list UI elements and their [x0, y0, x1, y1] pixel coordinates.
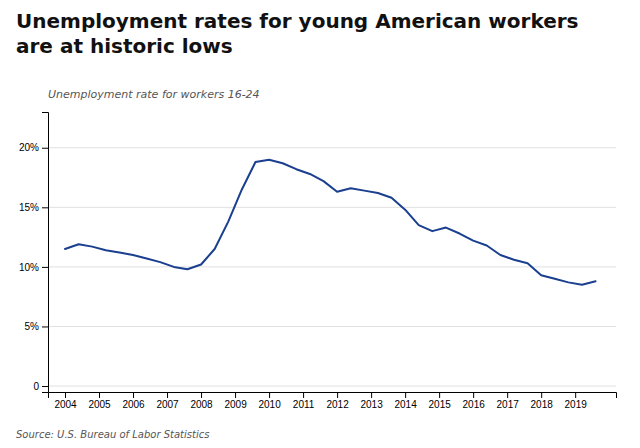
marks: [65, 160, 596, 285]
x-tick: 2015: [429, 392, 452, 410]
x-tick: 2007: [156, 392, 179, 410]
y-tick: 5%: [25, 321, 48, 332]
x-tick-label: 2007: [156, 399, 179, 410]
x-tick-mark: [541, 392, 542, 398]
x-tick-mark: [133, 392, 134, 398]
x-tick: 2008: [190, 392, 213, 410]
source: Source: U.S. Bureau of Labor Statistics: [16, 429, 209, 440]
x-tick-label: 2008: [190, 399, 213, 410]
line: [65, 160, 596, 285]
x-tick-mark: [507, 392, 508, 398]
x-tick: 2013: [360, 392, 383, 410]
x-tick-label: 2004: [54, 399, 77, 410]
title-line: Unemployment rates for young American wo…: [16, 9, 578, 33]
x-tick-label: 2018: [531, 399, 554, 410]
x-tick-label: 2016: [463, 399, 486, 410]
x-tick-label: 2009: [224, 399, 247, 410]
x-tick: 2018: [531, 392, 554, 410]
y-tick: 10%: [19, 262, 48, 273]
x-tick-label: 2019: [565, 399, 588, 410]
x-tick-mark: [337, 392, 338, 398]
title: Unemployment rates for young American wo…: [16, 9, 578, 58]
y-tick-mark: [42, 207, 48, 208]
x-tick-label: 2005: [88, 399, 111, 410]
grid: [48, 148, 616, 386]
x-tick-label: 2011: [293, 399, 315, 410]
y-axis-line: [42, 113, 49, 393]
y-axis: 0 5% 10% 15% 20%: [19, 113, 49, 393]
x-tick-mark: [167, 392, 168, 398]
x-tick-mark: [65, 392, 66, 398]
x-tick: 2017: [497, 392, 520, 410]
x-tick: 2006: [122, 392, 145, 410]
title-line: are at historic lows: [16, 34, 233, 58]
x-axis-line: [49, 393, 617, 399]
grid-line: [48, 386, 616, 387]
y-tick-mark: [42, 386, 48, 387]
x-tick-label: 2014: [395, 399, 418, 410]
x-tick: 2005: [88, 392, 111, 410]
y-tick: 0: [33, 381, 48, 392]
x-tick: 2010: [258, 392, 281, 410]
x-tick-label: 2012: [326, 399, 349, 410]
x-tick-mark: [439, 392, 440, 398]
y-tick-mark: [42, 326, 48, 327]
x-tick-mark: [473, 392, 474, 398]
x-tick-mark: [269, 392, 270, 398]
x-tick: 2014: [395, 392, 418, 410]
grid-line: [48, 326, 616, 327]
y-tick-mark: [42, 148, 48, 149]
y-tick-label: 0: [33, 381, 39, 392]
y-tick: 20%: [19, 142, 48, 153]
y-tick-label: 20%: [19, 142, 39, 153]
x-tick-mark: [303, 392, 304, 398]
grid-line: [48, 207, 616, 208]
x-tick-label: 2015: [429, 399, 452, 410]
x-tick: 2004: [54, 392, 77, 410]
x-tick: 2019: [565, 392, 588, 410]
x-tick-mark: [371, 392, 372, 398]
x-axis: 2004 2005 2006 2007 2008 2009 2010 2011 2012 2013…: [49, 392, 617, 410]
y-tick-label: 10%: [19, 262, 39, 273]
x-tick-mark: [201, 392, 202, 398]
x-tick-label: 2017: [497, 399, 520, 410]
y-tick-mark: [42, 267, 48, 268]
x-tick-mark: [575, 392, 576, 398]
y-tick-label: 5%: [25, 321, 40, 332]
grid-line: [48, 147, 616, 148]
x-tick-mark: [235, 392, 236, 398]
x-tick: 2016: [463, 392, 486, 410]
plot: 2004 2005 2006 2007 2008 2009 2010 2011 2012 2013…: [19, 113, 617, 411]
x-tick: 2011: [293, 392, 315, 410]
x-tick-label: 2013: [360, 399, 383, 410]
x-tick-mark: [99, 392, 100, 398]
x-tick-mark: [405, 392, 406, 398]
y-tick-label: 15%: [19, 202, 39, 213]
x-tick: 2012: [326, 392, 349, 410]
subtitle: Unemployment rate for workers 16-24: [48, 88, 260, 101]
x-tick-label: 2010: [258, 399, 281, 410]
chart: Unemployment rates for young American wo…: [0, 0, 640, 448]
x-tick: 2009: [224, 392, 247, 410]
y-tick: 15%: [19, 202, 48, 213]
x-tick-label: 2006: [122, 399, 145, 410]
